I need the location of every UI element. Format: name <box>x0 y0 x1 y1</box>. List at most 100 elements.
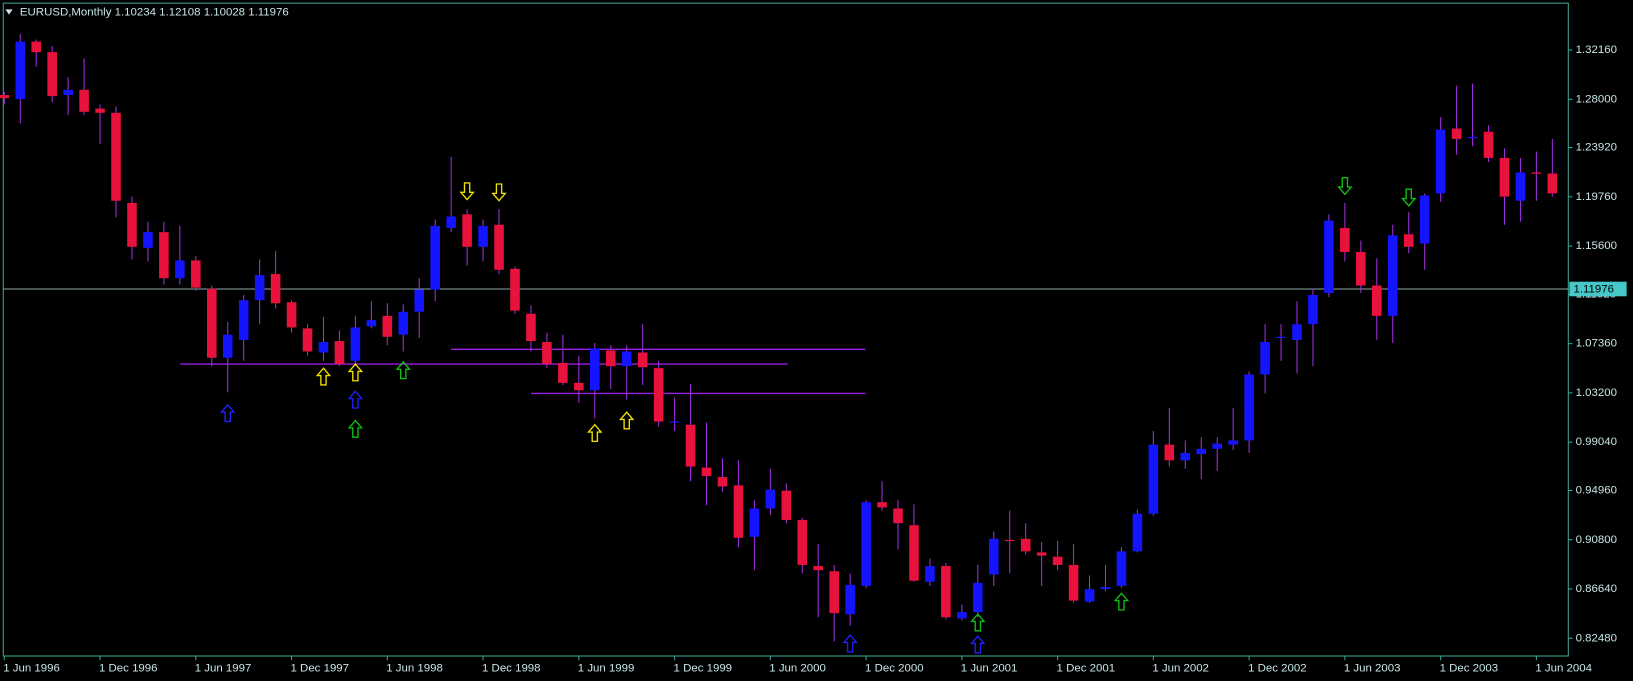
x-tick-label: 1 Jun 1997 <box>195 663 252 675</box>
candle-body <box>350 327 361 361</box>
price-label: 1.11976 <box>1574 284 1615 296</box>
close-price: 1.11976 <box>248 7 289 19</box>
candle-body <box>653 368 664 422</box>
candle-body <box>462 214 472 247</box>
candle-body <box>286 302 297 328</box>
candle-body <box>797 519 808 565</box>
candle-body <box>1515 172 1526 201</box>
candle-body <box>1036 552 1047 556</box>
signal-arrow <box>459 182 475 201</box>
candle-body <box>79 89 89 112</box>
candle-body <box>318 341 329 353</box>
candle-body <box>127 202 137 247</box>
candle-body <box>621 351 632 367</box>
candle-body <box>829 571 839 614</box>
signal-arrow <box>491 183 507 202</box>
candle-body <box>1132 513 1143 552</box>
y-tick-label: 0.94960 <box>1576 485 1617 497</box>
open-price: 1.10234 <box>115 7 157 19</box>
collapse-icon[interactable] <box>5 9 13 15</box>
signal-arrow <box>1337 177 1353 196</box>
candle-body <box>1499 157 1510 197</box>
candle-body <box>1100 586 1111 590</box>
y-tick-label: 1.23920 <box>1576 142 1617 154</box>
candle-body <box>988 538 999 575</box>
candle-body <box>1228 440 1238 445</box>
plot-frame <box>2 2 1569 657</box>
candle-body <box>590 348 600 391</box>
candle-body <box>175 260 185 279</box>
candle-body <box>749 508 760 537</box>
candle-body <box>238 300 249 340</box>
candle-body <box>334 341 345 365</box>
x-tick-label: 1 Jun 2001 <box>961 663 1018 675</box>
candle-body <box>206 288 217 358</box>
candle-body <box>637 352 648 368</box>
candle-body <box>302 328 313 352</box>
chart-header: EURUSD,Monthly 1.10234 1.12108 1.10028 1… <box>20 7 289 19</box>
candle-body <box>1356 252 1366 286</box>
candle-body <box>861 502 871 586</box>
candle-body <box>605 350 616 367</box>
candle-body <box>1372 285 1382 316</box>
x-tick-label: 1 Jun 1996 <box>3 663 60 675</box>
candle-body <box>1276 336 1286 339</box>
candle-body <box>526 313 536 342</box>
candle-body <box>1212 443 1222 449</box>
high-price: 1.12108 <box>159 7 200 19</box>
candle-body <box>382 315 393 337</box>
candle-body <box>717 477 728 487</box>
x-tick-label: 1 Jun 2000 <box>769 663 826 675</box>
candle-body <box>1004 539 1015 542</box>
y-tick-label: 0.90800 <box>1576 534 1617 546</box>
x-tick-label: 1 Dec 2001 <box>1057 663 1116 675</box>
signal-arrow <box>395 360 411 380</box>
candle-body <box>366 320 377 327</box>
x-tick-label: 1 Jun 2003 <box>1344 663 1401 675</box>
candle-body <box>877 502 887 508</box>
candle-body <box>1068 564 1079 601</box>
signal-arrow <box>1113 592 1130 611</box>
candle-body <box>159 232 169 279</box>
candle-body <box>1324 220 1334 293</box>
y-tick-label: 1.19760 <box>1576 191 1617 203</box>
candle-body <box>1387 235 1398 316</box>
candle-body <box>414 289 425 312</box>
candle-body <box>398 311 409 335</box>
y-tick-label: 1.03200 <box>1576 387 1617 399</box>
candle-body <box>973 582 983 613</box>
candle-body <box>685 424 696 467</box>
symbol: EURUSD,Monthly <box>20 7 112 19</box>
candle-body <box>893 508 903 524</box>
candle-body <box>1403 234 1414 247</box>
candle-body <box>143 232 153 248</box>
signal-arrow <box>970 613 986 632</box>
candle-body <box>1435 129 1446 194</box>
candle-body <box>270 274 281 304</box>
price-label-box <box>1569 281 1627 297</box>
x-tick-label: 1 Dec 1997 <box>291 663 349 675</box>
candle-body <box>1020 538 1031 552</box>
candle-body <box>701 467 712 477</box>
candle-body <box>909 525 919 581</box>
y-tick-label: 1.32160 <box>1576 44 1617 56</box>
x-tick-label: 1 Dec 2000 <box>865 663 924 675</box>
candle-body <box>478 225 488 247</box>
candle-body <box>95 108 105 113</box>
x-tick-label: 1 Dec 2003 <box>1440 663 1499 675</box>
y-tick-label: 0.82480 <box>1576 632 1617 644</box>
candle-body <box>494 224 504 270</box>
candle-body <box>781 490 792 520</box>
x-tick-label: 1 Jun 2002 <box>1152 663 1209 675</box>
x-tick-label: 1 Dec 1996 <box>99 663 157 675</box>
signal-arrow <box>842 634 858 653</box>
candle-body <box>1419 195 1430 244</box>
signal-arrow <box>347 363 364 382</box>
candle-body <box>1196 448 1207 455</box>
candle-body <box>1260 341 1270 375</box>
candle-body <box>1292 324 1302 340</box>
candle-body <box>222 334 233 358</box>
candle-body <box>254 275 265 301</box>
